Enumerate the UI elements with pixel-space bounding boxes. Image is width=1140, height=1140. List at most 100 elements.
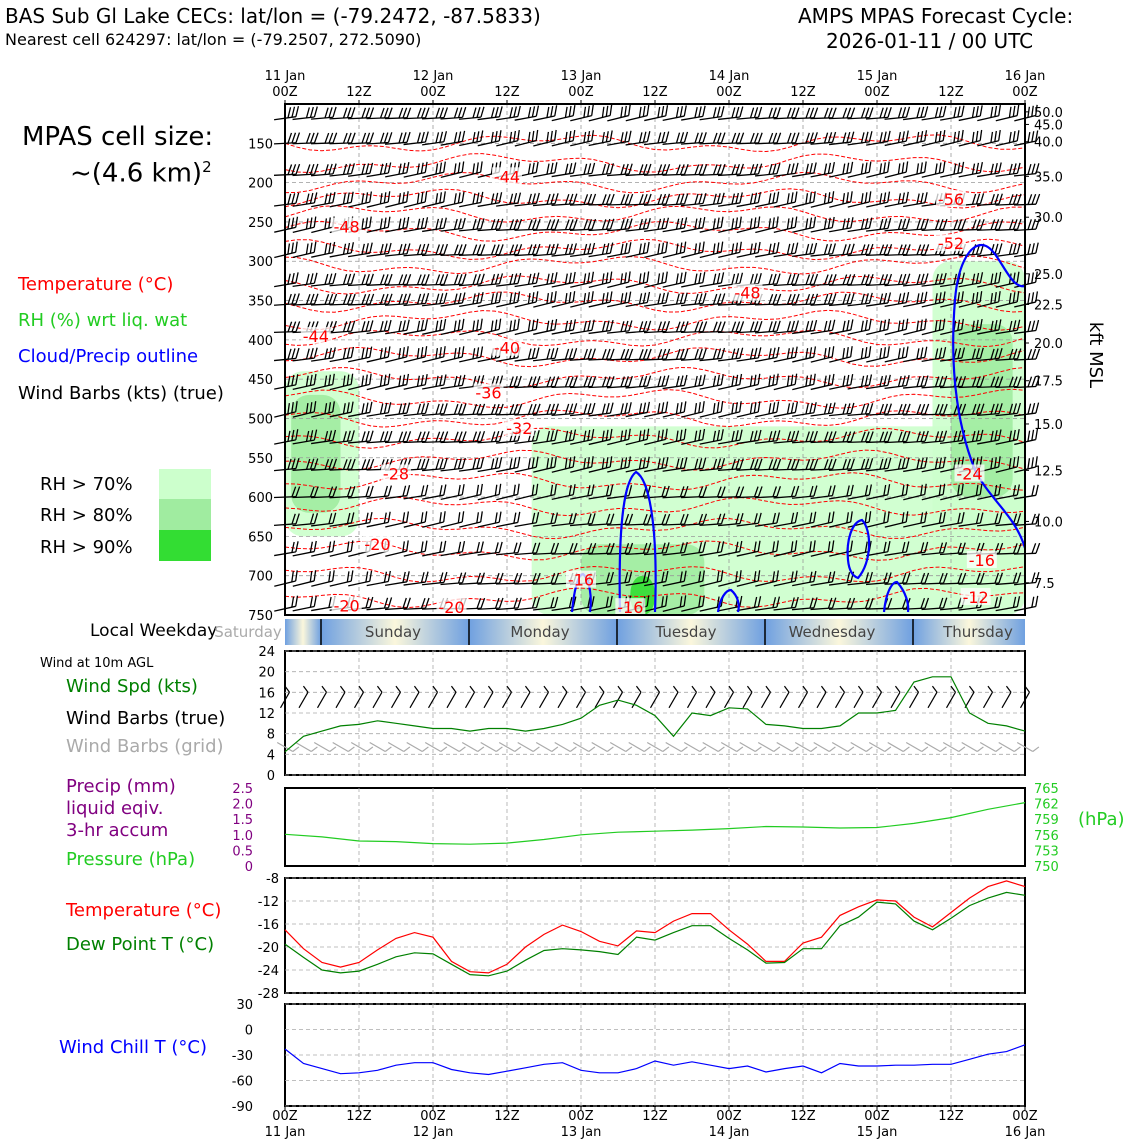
wind-barb <box>847 346 872 363</box>
wind-barb <box>459 130 484 147</box>
wind-barb <box>329 401 354 418</box>
wind-barb <box>421 571 448 586</box>
wind-barb <box>570 271 595 288</box>
wind-barb <box>551 219 578 231</box>
title-right-1: AMPS MPAS Forecast Cycle: <box>798 4 1074 28</box>
wind-barb <box>384 293 411 306</box>
wind-barb <box>699 374 724 390</box>
wind-barb <box>810 511 835 528</box>
wind-barb <box>791 597 818 611</box>
wind-barb <box>477 483 502 501</box>
wind-barb <box>569 542 597 555</box>
weekday-label: Wednesday <box>789 623 876 641</box>
wind-barb <box>866 541 891 557</box>
bottom-date-label: 15 Jan <box>857 1125 898 1140</box>
wind-barb <box>422 374 447 390</box>
wind-barb <box>755 242 780 258</box>
wind-barb <box>366 485 393 499</box>
wind-barb <box>662 292 688 307</box>
wind-barb <box>570 456 594 473</box>
wind-barb <box>588 348 615 361</box>
wind-barb <box>607 242 632 258</box>
wind-barb <box>902 218 929 232</box>
wind-barb <box>903 457 928 473</box>
true-wind-barb <box>316 685 328 709</box>
grid-wind-barb <box>646 741 670 753</box>
wind-barb <box>828 274 856 286</box>
wind-barb <box>865 572 892 586</box>
temp-label-bg <box>936 190 966 208</box>
temperature-contour-label: -24 <box>956 464 982 483</box>
grid-wind-barb <box>276 741 300 753</box>
wind-barb <box>348 242 373 258</box>
wind-barb <box>829 511 853 528</box>
true-wind-barb <box>594 685 605 709</box>
wind-barb <box>828 243 855 257</box>
pressure-tick-label: 756 <box>1034 829 1059 844</box>
wind-barb <box>736 106 763 120</box>
wind-barb <box>921 483 946 501</box>
wind-barb <box>570 484 595 500</box>
wind-barb <box>292 595 317 612</box>
wind-barb <box>366 132 393 145</box>
kft-tick-label: 25.0 <box>1034 268 1063 283</box>
wind-barb <box>551 243 577 257</box>
title-left: BAS Sub Gl Lake CECs: lat/lon = (-79.247… <box>5 4 541 28</box>
wind-barb <box>292 163 319 177</box>
temperature-contour-label: -44 <box>303 327 329 346</box>
wind-barb <box>329 570 354 587</box>
temp-label-bg <box>331 596 362 614</box>
bottom-time-label: 00Z <box>1012 1109 1038 1124</box>
wind-barb <box>662 348 689 361</box>
grid-wind-barb <box>350 741 374 753</box>
wind-barb <box>607 130 632 146</box>
isotherm-line <box>284 496 1026 517</box>
isotherm-line <box>284 409 1026 428</box>
wind-barb <box>440 217 466 232</box>
wind-barb <box>422 540 447 557</box>
wind-barb <box>329 242 355 258</box>
wind-barb <box>588 218 615 232</box>
isotherm-line <box>284 238 1026 261</box>
wind-barb <box>274 216 299 233</box>
wind-barb <box>570 319 595 335</box>
wind-barb <box>496 272 522 287</box>
wind-barb <box>329 273 356 287</box>
wind-barb <box>570 162 596 177</box>
wind-barb <box>366 319 392 335</box>
true-wind-barb <box>446 685 457 709</box>
top-date-label: 12 Jan <box>413 69 454 84</box>
wind-barb <box>311 401 335 418</box>
wind-barb <box>662 401 687 418</box>
wind-barb <box>902 403 930 416</box>
wind-barb <box>792 540 816 557</box>
wind-barb <box>273 163 301 176</box>
true-wind-barb <box>742 685 753 709</box>
wind-barb <box>755 216 779 234</box>
wind-barb <box>514 483 539 501</box>
rh80-swatch <box>159 499 211 530</box>
wind-barb <box>403 243 430 257</box>
temp-label-bg <box>566 570 596 588</box>
wind-barb <box>532 193 559 207</box>
wind-barb <box>569 218 597 231</box>
wind-barb <box>791 107 819 120</box>
legend-wind: Wind Barbs (kts) (true) <box>18 383 224 404</box>
cloud-outline <box>846 518 871 580</box>
wind-barb <box>459 511 483 528</box>
bottom-time-label: 00Z <box>716 1109 742 1124</box>
grid-wind-barb <box>776 741 799 753</box>
wind-barb <box>773 132 800 145</box>
wind-barb <box>754 107 781 120</box>
wind-barb <box>514 218 541 231</box>
wind-barb <box>477 273 504 287</box>
temp-label-bg <box>300 326 331 344</box>
wind-barb <box>681 570 705 587</box>
wind-barb <box>421 458 448 472</box>
wind-barb <box>810 274 837 286</box>
cell-size-value: ~(4.6 km)2 <box>70 158 212 189</box>
wind-barb <box>976 348 1003 362</box>
wind-barb <box>903 541 929 556</box>
top-time-label: 00Z <box>420 85 446 100</box>
precip-label-1: Precip (mm) <box>66 776 176 797</box>
